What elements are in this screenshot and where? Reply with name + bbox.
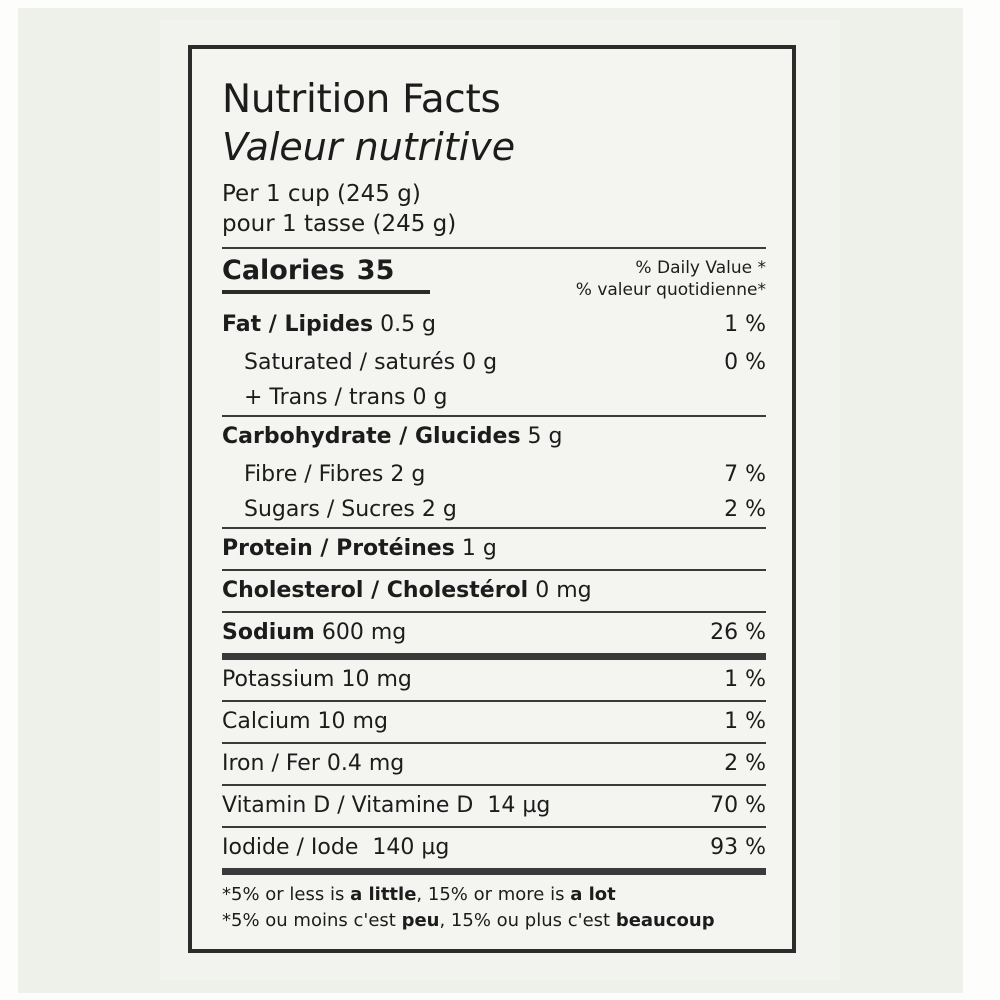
nutrient-amount: 600 mg [321,620,407,645]
nutrient-dv: 0 % [724,350,766,375]
nutrient-row-calcium: Calcium 10 mg 1 % [222,702,766,742]
nutrient-amount: 0.5 g [380,312,437,337]
divider-after-sodium [222,653,766,660]
nutrient-row-saturated: Saturated / saturés 0 g 0 % [222,345,766,380]
nutrient-dv: 93 % [710,835,766,860]
nutrient-dv: 1 % [724,709,766,734]
fat-subrows: Saturated / saturés 0 g 0 % + Trans / tr… [222,345,766,415]
nutrient-dv: 1 % [724,312,766,337]
footnote-french: *5% ou moins c'est peu, 15% ou plus c'es… [222,910,715,931]
nutrient-name: Sugars / Sucres [244,497,415,522]
nutrient-name: Calcium [222,709,311,734]
divider-after-vitamin-d [222,826,766,828]
nutrient-amount: 10 mg [341,667,412,692]
divider-after-cholesterol [222,611,766,613]
nutrient-dv: 2 % [724,497,766,522]
nutrient-amount: 1 g [461,536,497,561]
divider-after-protein [222,569,766,571]
serving-size-french: pour 1 tasse (245 g) [222,211,457,237]
nutrient-name: Iodide / Iode [222,835,359,860]
nutrient-row-trans: + Trans / trans 0 g [222,380,766,415]
divider-after-iron [222,784,766,786]
calories-block: Calories 35 [222,254,430,294]
nutrient-row-cholesterol: Cholesterol / Cholestérol 0 mg [222,571,766,611]
nutrient-name: Potassium [222,667,335,692]
daily-value-header-french: % valeur quotidienne* [575,280,766,300]
label-title-french: Valeur nutritive [222,125,516,169]
nutrient-amount: 0 g [462,350,498,375]
calories-value: 35 [356,255,395,286]
nutrient-row-sugars: Sugars / Sucres 2 g 2 % [222,492,766,527]
serving-size-english: Per 1 cup (245 g) [222,181,421,207]
footnotes: *5% or less is a little, 15% or more is … [222,875,766,934]
nutrient-amount: 0 g [412,385,448,410]
label-title-english: Nutrition Facts [222,77,501,122]
nutrient-amount: 10 mg [317,709,388,734]
nutrient-name: Cholesterol / Cholestérol [222,578,529,603]
divider-after-potassium [222,700,766,702]
nutrient-row-vitamin-d: Vitamin D / Vitamine D 14 µg 70 % [222,786,766,826]
nutrient-name: Saturated / saturés [244,350,456,375]
nutrient-name: Protein / Protéines [222,536,455,561]
nutrient-row-iron: Iron / Fer 0.4 mg 2 % [222,744,766,784]
nutrient-row-carbohydrate: Carbohydrate / Glucides 5 g [222,417,766,457]
calories-row: Calories 35 % Daily Value * % valeur quot… [222,254,766,301]
divider-after-fat [222,415,766,417]
nutrient-amount: 0.4 mg [326,751,405,776]
nutrient-dv: 26 % [710,620,766,645]
nutrient-name: Carbohydrate / Glucides [222,424,521,449]
nutrient-dv: 2 % [724,751,766,776]
nutrient-amount: 2 g [421,497,457,522]
nutrient-name: Sodium [222,620,315,645]
nutrient-name: Fat / Lipides [222,312,374,337]
footnote-english: *5% or less is a little, 15% or more is … [222,884,616,905]
divider-after-carbohydrate [222,527,766,529]
nutrient-amount: 0 mg [535,578,592,603]
nutrient-row-protein: Protein / Protéines 1 g [222,529,766,569]
nutrient-amount: 140 µg [372,835,450,860]
nutrition-facts-label: Nutrition Facts Valeur nutritive Per 1 c… [188,45,796,953]
nutrient-dv: 7 % [724,462,766,487]
nutrient-name: Vitamin D / Vitamine D [222,793,474,818]
nutrient-row-sodium: Sodium 600 mg 26 % [222,613,766,653]
divider-after-calcium [222,742,766,744]
daily-value-header-english: % Daily Value * [635,258,766,278]
divider-after-serving [222,247,766,249]
nutrient-amount: 14 µg [487,793,551,818]
nutrient-row-fibre: Fibre / Fibres 2 g 7 % [222,457,766,492]
nutrient-name: Fibre / Fibres [244,462,384,487]
nutrient-amount: 5 g [527,424,563,449]
daily-value-header: % Daily Value * % valeur quotidienne* [576,254,766,301]
nutrient-row-iodide: Iodide / Iode 140 µg 93 % [222,828,766,868]
nutrient-name: Iron / Fer [222,751,320,776]
nutrient-row-potassium: Potassium 10 mg 1 % [222,660,766,700]
divider-before-footnotes [222,868,766,875]
nutrient-name: + Trans / trans [244,385,406,410]
carbohydrate-subrows: Fibre / Fibres 2 g 7 % Sugars / Sucres 2… [222,457,766,527]
nutrient-row-fat: Fat / Lipides 0.5 g 1 % [222,305,766,345]
nutrient-dv: 1 % [724,667,766,692]
calories-label: Calories [222,255,345,286]
nutrient-amount: 2 g [390,462,426,487]
nutrient-dv: 70 % [710,793,766,818]
